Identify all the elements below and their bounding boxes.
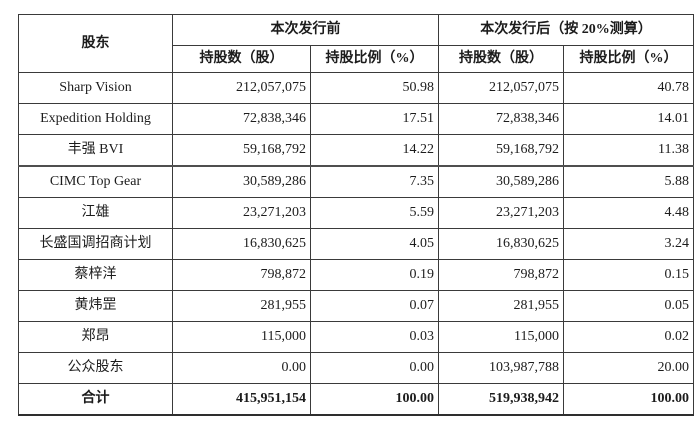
cell-before-shares: 798,872 <box>172 259 311 291</box>
table-row: 黄炜罡 281,955 0.07 281,955 0.05 <box>18 290 694 322</box>
cell-before-shares: 16,830,625 <box>172 228 311 260</box>
cell-after-ratio: 0.15 <box>563 259 694 291</box>
cell-after-shares: 212,057,075 <box>438 72 564 104</box>
table-row: 蔡梓洋 798,872 0.19 798,872 0.15 <box>18 259 694 291</box>
header-before-group: 本次发行前 <box>172 14 439 46</box>
cell-after-shares: 281,955 <box>438 290 564 322</box>
total-row: 合计 415,951,154 100.00 519,938,942 100.00 <box>18 383 694 416</box>
table-body: Sharp Vision 212,057,075 50.98 212,057,075 4… <box>18 72 694 416</box>
shareholding-table: 股东 本次发行前 本次发行后（按 20%测算） 持股数（股） 持股比例（%） 持… <box>18 14 694 416</box>
table-row: 丰强 BVI 59,168,792 14.22 59,168,792 11.38 <box>18 134 694 167</box>
cell-after-ratio: 40.78 <box>563 72 694 104</box>
header-after-shares: 持股数（股） <box>438 45 564 73</box>
cell-before-ratio: 0.00 <box>310 352 439 384</box>
cell-after-shares: 72,838,346 <box>438 103 564 135</box>
cell-after-shares: 115,000 <box>438 321 564 353</box>
cell-before-shares: 212,057,075 <box>172 72 311 104</box>
cell-before-ratio: 0.03 <box>310 321 439 353</box>
cell-name: Sharp Vision <box>18 72 173 104</box>
cell-after-shares: 519,938,942 <box>438 383 564 416</box>
cell-after-shares: 23,271,203 <box>438 197 564 229</box>
cell-after-shares: 103,987,788 <box>438 352 564 384</box>
cell-after-shares: 30,589,286 <box>438 165 564 198</box>
cell-before-shares: 59,168,792 <box>172 134 311 167</box>
cell-before-ratio: 5.59 <box>310 197 439 229</box>
cell-before-shares: 0.00 <box>172 352 311 384</box>
cell-name: 江雄 <box>18 197 173 229</box>
table-row: 公众股东 0.00 0.00 103,987,788 20.00 <box>18 352 694 384</box>
cell-after-shares: 16,830,625 <box>438 228 564 260</box>
cell-name: 公众股东 <box>18 352 173 384</box>
table-row: CIMC Top Gear 30,589,286 7.35 30,589,286 5.8… <box>18 165 694 198</box>
cell-name: 合计 <box>18 383 173 416</box>
cell-after-ratio: 5.88 <box>563 165 694 198</box>
header-after-ratio: 持股比例（%） <box>563 45 694 73</box>
cell-before-shares: 30,589,286 <box>172 165 311 198</box>
header-before-shares: 持股数（股） <box>172 45 311 73</box>
header-shareholder: 股东 <box>18 14 173 73</box>
cell-name: CIMC Top Gear <box>18 165 173 198</box>
cell-after-ratio: 4.48 <box>563 197 694 229</box>
table-row: 郑昂 115,000 0.03 115,000 0.02 <box>18 321 694 353</box>
cell-after-ratio: 0.05 <box>563 290 694 322</box>
cell-after-ratio: 20.00 <box>563 352 694 384</box>
cell-name: 蔡梓洋 <box>18 259 173 291</box>
cell-after-ratio: 0.02 <box>563 321 694 353</box>
cell-before-ratio: 0.19 <box>310 259 439 291</box>
table-row: Sharp Vision 212,057,075 50.98 212,057,075 4… <box>18 72 694 104</box>
header-sub-row: 持股数（股） 持股比例（%） 持股数（股） 持股比例（%） <box>19 45 694 73</box>
cell-after-ratio: 11.38 <box>563 134 694 167</box>
cell-before-ratio: 100.00 <box>310 383 439 416</box>
table-row: 长盛国调招商计划 16,830,625 4.05 16,830,625 3.24 <box>18 228 694 260</box>
cell-name: Expedition Holding <box>18 103 173 135</box>
header-after-group: 本次发行后（按 20%测算） <box>438 14 694 46</box>
cell-name: 郑昂 <box>18 321 173 353</box>
table-row: Expedition Holding 72,838,346 17.51 72,838,… <box>18 103 694 135</box>
cell-before-shares: 115,000 <box>172 321 311 353</box>
cell-after-ratio: 100.00 <box>563 383 694 416</box>
cell-after-ratio: 14.01 <box>563 103 694 135</box>
header-before-ratio: 持股比例（%） <box>310 45 439 73</box>
cell-before-ratio: 17.51 <box>310 103 439 135</box>
cell-before-shares: 72,838,346 <box>172 103 311 135</box>
cell-after-shares: 798,872 <box>438 259 564 291</box>
cell-name: 丰强 BVI <box>18 134 173 167</box>
cell-before-ratio: 4.05 <box>310 228 439 260</box>
cell-after-ratio: 3.24 <box>563 228 694 260</box>
table-row: 江雄 23,271,203 5.59 23,271,203 4.48 <box>18 197 694 229</box>
cell-before-ratio: 0.07 <box>310 290 439 322</box>
cell-after-shares: 59,168,792 <box>438 134 564 167</box>
shareholding-table-container: 股东 本次发行前 本次发行后（按 20%测算） 持股数（股） 持股比例（%） 持… <box>18 14 694 416</box>
cell-before-ratio: 14.22 <box>310 134 439 167</box>
cell-before-shares: 23,271,203 <box>172 197 311 229</box>
cell-before-shares: 415,951,154 <box>172 383 311 416</box>
cell-before-shares: 281,955 <box>172 290 311 322</box>
cell-name: 黄炜罡 <box>18 290 173 322</box>
cell-before-ratio: 7.35 <box>310 165 439 198</box>
cell-name: 长盛国调招商计划 <box>18 228 173 260</box>
header-group-row: 股东 本次发行前 本次发行后（按 20%测算） <box>18 14 694 73</box>
cell-before-ratio: 50.98 <box>310 72 439 104</box>
